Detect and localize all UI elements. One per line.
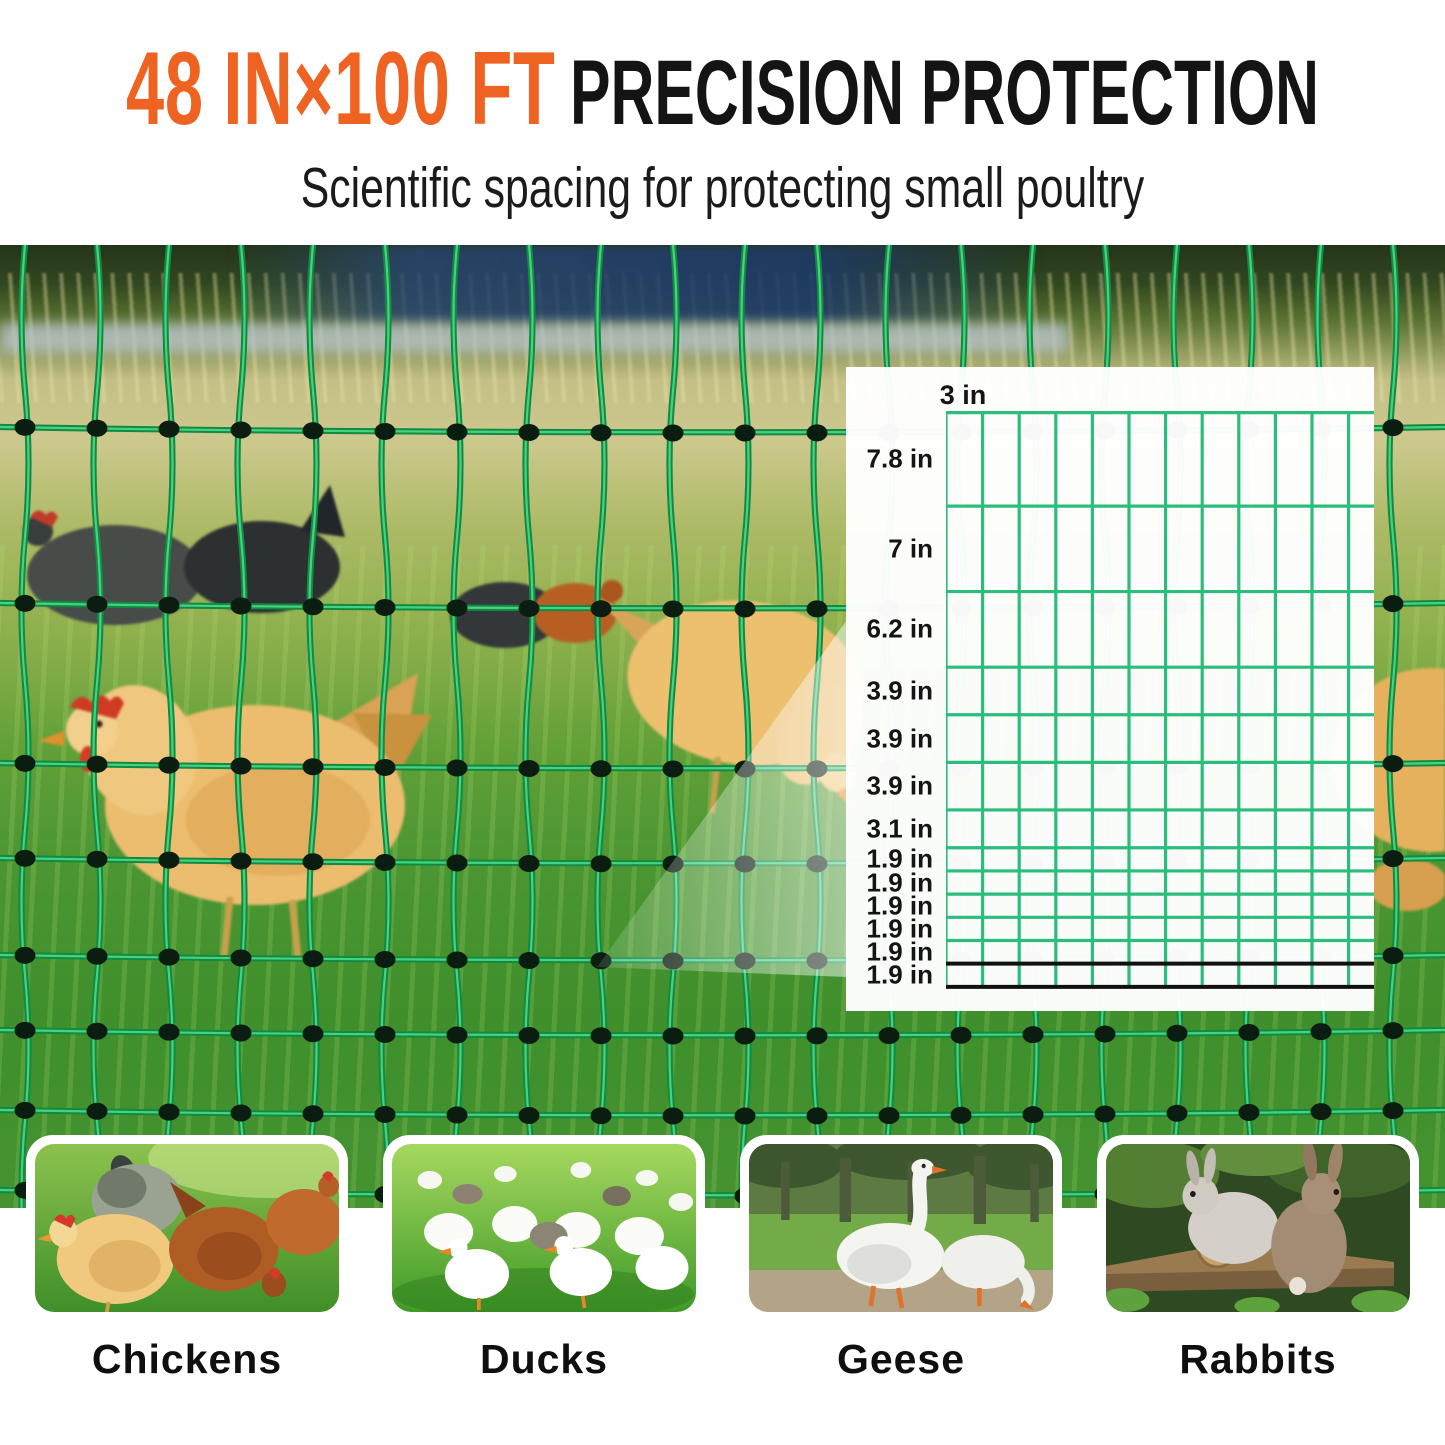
diagram-row-label: 1.9 in xyxy=(866,913,933,944)
diagram-row-label: 3.9 in xyxy=(866,723,933,754)
geese-photo xyxy=(749,1144,1053,1312)
headline: 48 IN×100 FT PRECISION PROTECTION xyxy=(126,30,1319,149)
diagram-row-label: 7.8 in xyxy=(866,443,933,474)
card-frame xyxy=(740,1135,1062,1321)
card-frame xyxy=(26,1135,348,1321)
mesh-grid xyxy=(944,411,1376,996)
diagram-row-label: 1.9 in xyxy=(866,959,933,990)
diagram-row-label: 3.9 in xyxy=(866,675,933,706)
diagram-row-label: 7 in xyxy=(888,533,933,564)
diagram-row-label: 1.9 in xyxy=(866,867,933,898)
hero-photo: 3 in 7.8 in 7 in 6.2 in 3.9 in 3.9 in 3.9 in 3… xyxy=(0,245,1445,1208)
diagram-row-label: 3.9 in xyxy=(866,770,933,801)
diagram-row-label: 3.1 in xyxy=(866,813,933,844)
mesh-column-label: 3 in xyxy=(939,380,987,410)
mesh-grid-svg xyxy=(944,411,1374,989)
card-chickens: Chickens xyxy=(26,1135,348,1383)
card-rabbits: Rabbits xyxy=(1097,1135,1419,1383)
card-ducks: Ducks xyxy=(383,1135,705,1383)
card-frame xyxy=(1097,1135,1419,1321)
subtitle: Scientific spacing for protecting small … xyxy=(300,156,1145,220)
card-label: Chickens xyxy=(91,1336,283,1382)
diagram-row-label: 1.9 in xyxy=(866,843,933,874)
mesh-spacing-panel: 3 in 7.8 in 7 in 6.2 in 3.9 in 3.9 in 3.9 in 3… xyxy=(846,367,1374,1011)
headline-title: PRECISION PROTECTION xyxy=(570,42,1319,144)
ducks-photo xyxy=(392,1144,696,1312)
chickens-photo xyxy=(35,1144,339,1312)
size-text: 48 IN×100 FT xyxy=(126,31,556,147)
rabbits-photo xyxy=(1106,1144,1410,1312)
card-label: Geese xyxy=(836,1336,966,1382)
sky-strip xyxy=(231,245,1041,323)
card-geese: Geese xyxy=(740,1135,1062,1383)
diagram-row-label: 1.9 in xyxy=(866,936,933,967)
animal-cards: Chickens xyxy=(26,1135,1419,1383)
header: 48 IN×100 FT PRECISION PROTECTION Scient… xyxy=(0,30,1445,221)
card-label: Rabbits xyxy=(1179,1336,1337,1382)
highlight-wedge xyxy=(597,620,847,977)
card-frame xyxy=(383,1135,705,1321)
card-label: Ducks xyxy=(479,1336,609,1382)
diagram-row-label: 6.2 in xyxy=(866,613,933,644)
diagram-row-label: 1.9 in xyxy=(866,890,933,921)
mesh-row-labels: 7.8 in 7 in 6.2 in 3.9 in 3.9 in 3.9 in 3.1 in… xyxy=(846,411,935,990)
